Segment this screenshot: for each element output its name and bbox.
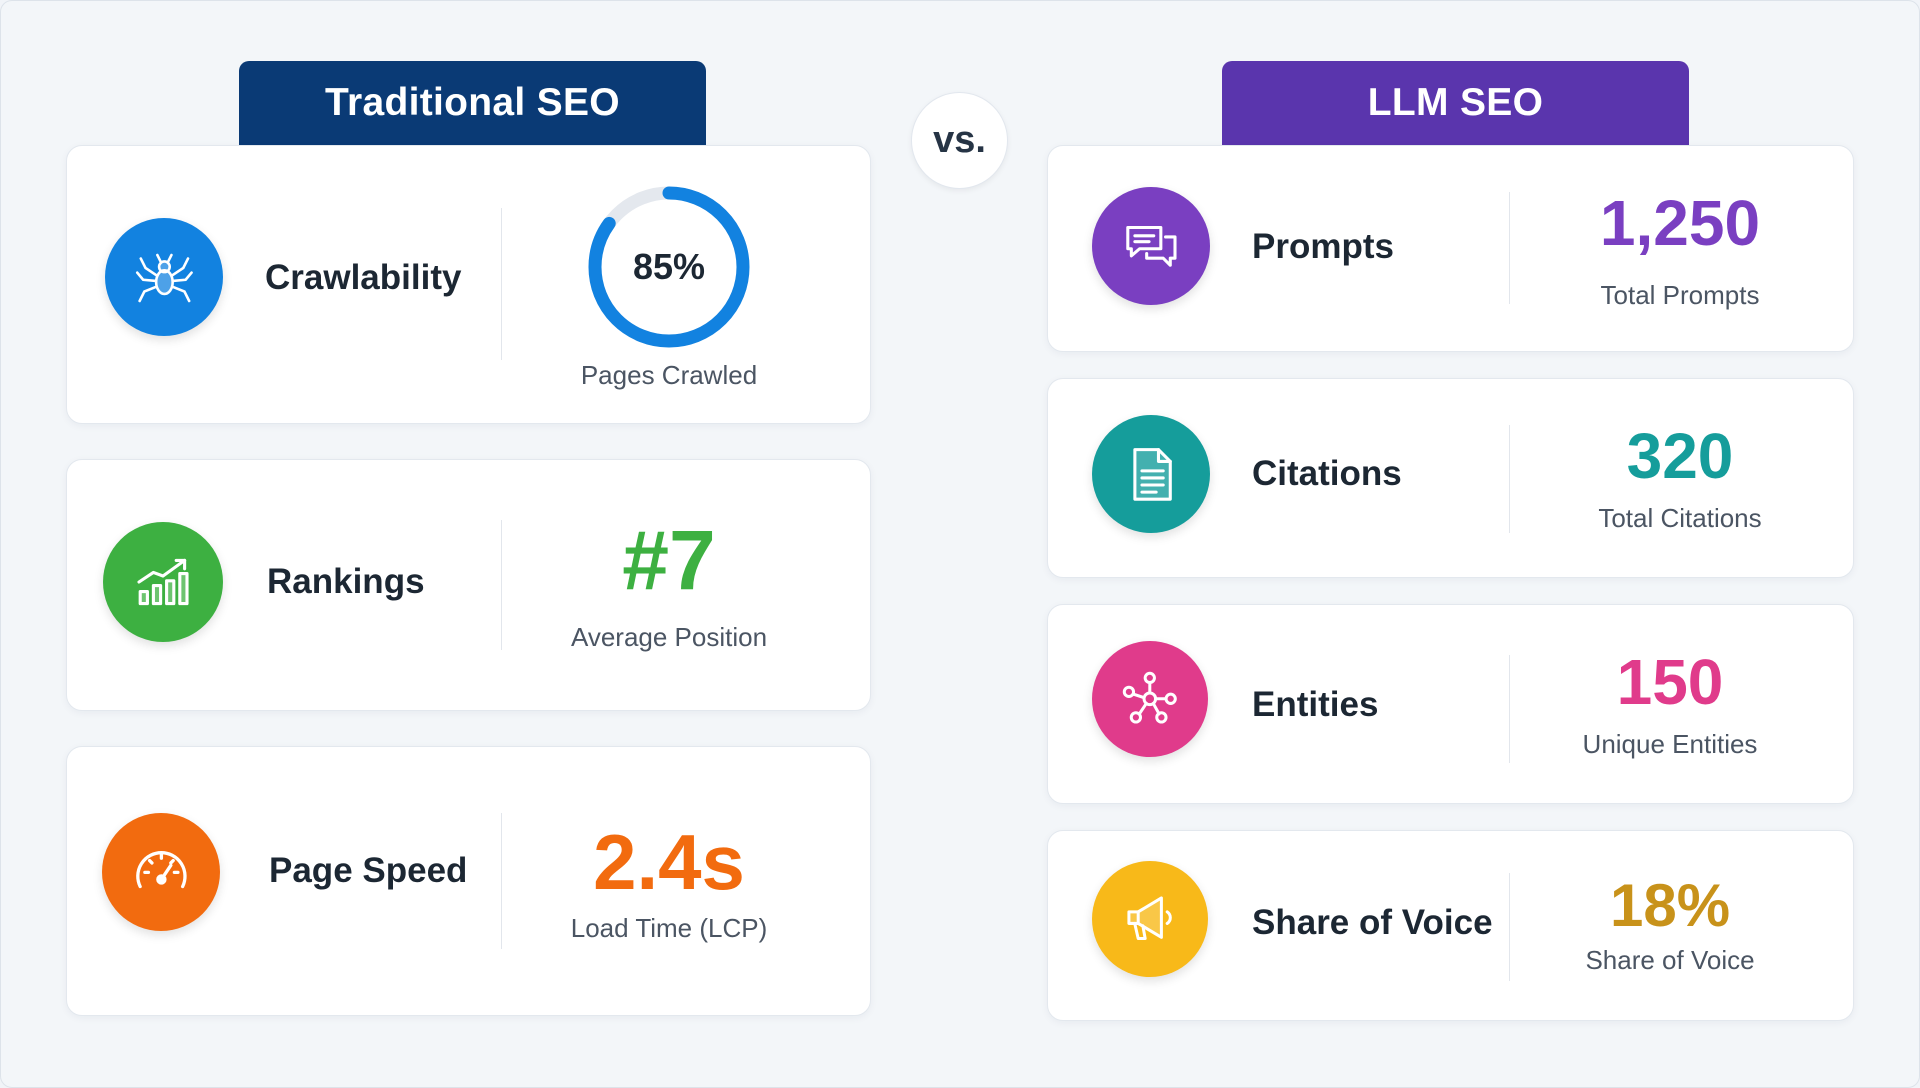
share-of-voice-card: Share of Voice 18% Share of Voice: [1047, 830, 1854, 1021]
rankings-label: Rankings: [267, 562, 425, 601]
rankings-sub: Average Position: [570, 622, 768, 652]
crawlability-value: 85%: [632, 246, 706, 287]
rankings-value: #7: [622, 513, 716, 607]
page-speed-value: 2.4s: [593, 818, 745, 906]
page-speed-sub: Load Time (LCP): [570, 913, 768, 943]
divider: [1509, 192, 1510, 304]
page-speed-card: Page Speed 2.4s Load Time (LCP): [66, 746, 871, 1016]
entities-value: 150: [1616, 646, 1724, 718]
speedometer-icon: [102, 813, 220, 931]
prompts-sub: Total Prompts: [1600, 280, 1760, 310]
prompts-label: Prompts: [1252, 227, 1394, 266]
share-of-voice-sub: Share of Voice: [1585, 945, 1755, 975]
rankings-card: Rankings #7 Average Position: [66, 459, 871, 711]
prompts-value: 1,250: [1599, 187, 1761, 259]
llm-seo-header: LLM SEO: [1222, 61, 1689, 145]
document-icon: [1092, 415, 1210, 533]
megaphone-icon: [1092, 861, 1208, 977]
traditional-seo-header: Traditional SEO: [239, 61, 706, 145]
entities-sub: Unique Entities: [1582, 729, 1758, 759]
divider: [1509, 873, 1510, 981]
divider: [501, 208, 502, 360]
crawlability-card: Crawlability 85% Pages Crawled: [66, 145, 871, 424]
divider: [501, 813, 502, 949]
divider: [1509, 425, 1510, 533]
citations-label: Citations: [1252, 454, 1402, 493]
spider-icon: [105, 218, 223, 336]
entities-label: Entities: [1252, 685, 1379, 724]
chat-bubbles-icon: [1092, 187, 1210, 305]
citations-card: Citations 320 Total Citations: [1047, 378, 1854, 578]
divider: [1509, 655, 1510, 763]
crawlability-label: Crawlability: [265, 258, 462, 297]
citations-value: 320: [1626, 420, 1734, 492]
divider: [501, 520, 502, 650]
crawl-progress-ring: [588, 186, 750, 348]
share-of-voice-label: Share of Voice: [1252, 903, 1493, 942]
page-speed-label: Page Speed: [269, 851, 468, 890]
share-of-voice-value: 18%: [1609, 872, 1731, 939]
chart-growth-icon: [103, 522, 223, 642]
crawlability-sub: Pages Crawled: [580, 360, 758, 390]
entities-card: Entities 150 Unique Entities: [1047, 604, 1854, 804]
prompts-card: Prompts 1,250 Total Prompts: [1047, 145, 1854, 352]
vs-badge: vs.: [911, 92, 1008, 189]
citations-sub: Total Citations: [1598, 503, 1762, 533]
network-nodes-icon: [1092, 641, 1208, 757]
